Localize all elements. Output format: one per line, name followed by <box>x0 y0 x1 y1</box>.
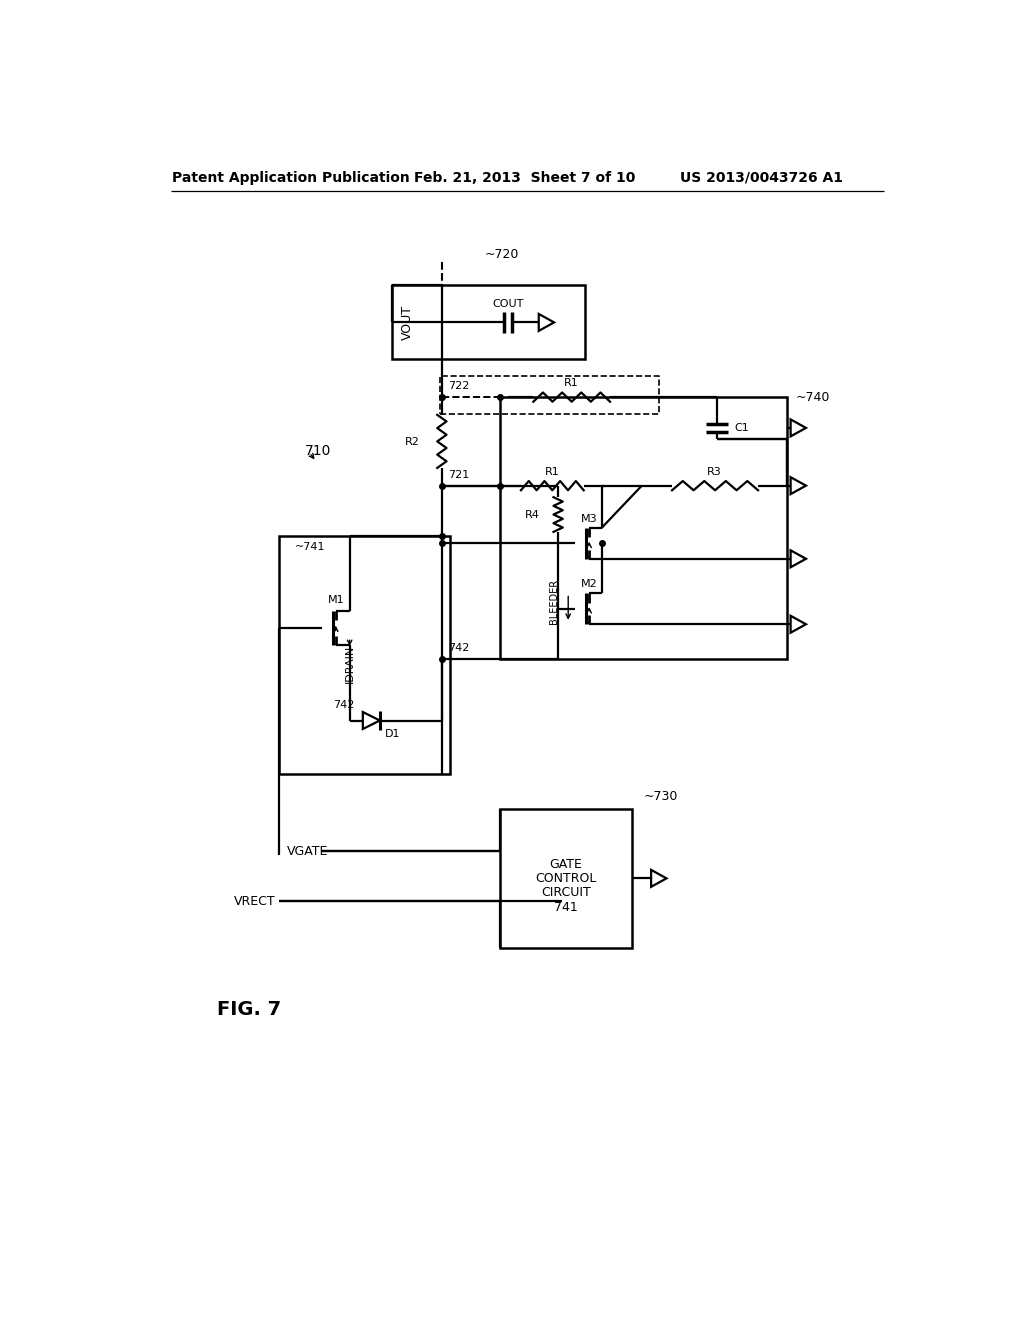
Text: VGATE: VGATE <box>287 845 329 858</box>
Text: ~741: ~741 <box>295 543 326 552</box>
Text: 710: 710 <box>305 444 331 458</box>
Text: 742: 742 <box>449 643 469 653</box>
Text: ~740: ~740 <box>796 391 830 404</box>
Text: US 2013/0043726 A1: US 2013/0043726 A1 <box>681 170 844 185</box>
Text: R4: R4 <box>524 510 540 520</box>
Text: IDRAIN: IDRAIN <box>345 645 354 684</box>
Text: Patent Application Publication: Patent Application Publication <box>172 170 410 185</box>
Text: GATE: GATE <box>550 858 583 871</box>
Text: 722: 722 <box>449 381 469 391</box>
Text: R3: R3 <box>708 467 722 477</box>
Bar <box>391 285 586 359</box>
Text: R2: R2 <box>406 437 420 446</box>
Text: BLEEDER: BLEEDER <box>549 578 559 624</box>
Text: R1: R1 <box>564 379 579 388</box>
Text: R1: R1 <box>545 467 559 477</box>
Text: ~720: ~720 <box>484 248 519 261</box>
Text: 721: 721 <box>449 470 469 480</box>
Text: D1: D1 <box>385 730 400 739</box>
Text: CONTROL: CONTROL <box>536 871 597 884</box>
Text: VOUT: VOUT <box>400 305 414 341</box>
Text: COUT: COUT <box>493 298 523 309</box>
Text: M1: M1 <box>328 595 344 606</box>
Text: 741: 741 <box>554 902 578 915</box>
Text: C1: C1 <box>734 422 749 433</box>
Text: FIG. 7: FIG. 7 <box>217 999 282 1019</box>
Bar <box>500 397 786 659</box>
Bar <box>280 536 450 775</box>
Text: 742: 742 <box>333 700 354 710</box>
Bar <box>500 809 632 948</box>
Text: Feb. 21, 2013  Sheet 7 of 10: Feb. 21, 2013 Sheet 7 of 10 <box>414 170 636 185</box>
Text: ~730: ~730 <box>643 791 678 804</box>
Text: VRECT: VRECT <box>233 895 275 908</box>
Text: M2: M2 <box>581 579 597 589</box>
Text: CIRCUIT: CIRCUIT <box>541 886 591 899</box>
Text: M3: M3 <box>581 513 597 524</box>
